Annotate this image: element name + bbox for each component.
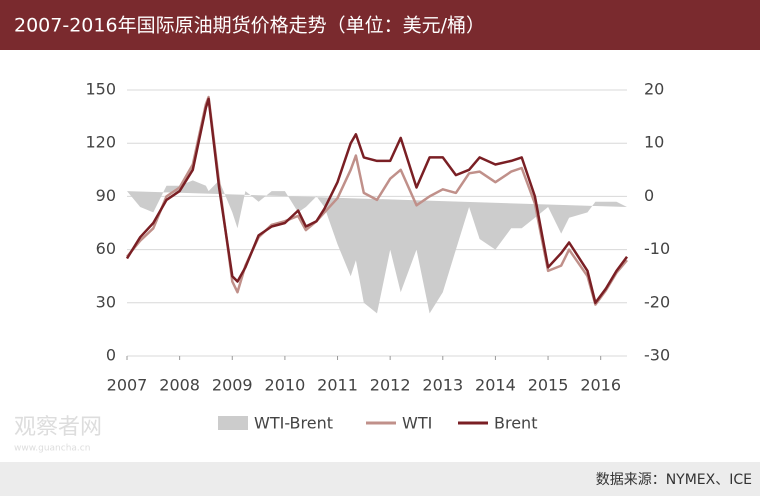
y-tick-label: 150 <box>85 80 116 99</box>
watermark: 观察者网 <box>14 415 102 440</box>
x-tick-label: 2015 <box>528 376 569 395</box>
source: 数据来源：NYMEX、ICE <box>596 472 752 488</box>
y2-tick-label: 0 <box>644 186 654 205</box>
x-tick-label: 2007 <box>107 376 148 395</box>
legend-label: WTI-Brent <box>254 414 333 433</box>
y2-tick-label: -20 <box>644 292 670 311</box>
y-tick-label: 0 <box>106 346 116 365</box>
y-tick-label: 60 <box>96 239 116 258</box>
x-tick-label: 2016 <box>580 376 621 395</box>
y-tick-label: 30 <box>96 292 116 311</box>
legend-swatch <box>218 416 248 430</box>
x-tick-label: 2012 <box>370 376 411 395</box>
x-tick-label: 2014 <box>475 376 516 395</box>
y2-tick-label: -30 <box>644 346 670 365</box>
footer-bar <box>0 462 760 496</box>
line <box>125 97 629 305</box>
y2-tick-label: 20 <box>644 80 664 99</box>
y-tick-label: 120 <box>85 133 116 152</box>
y-tick-label: 90 <box>96 186 116 205</box>
y2-tick-label: 10 <box>644 133 664 152</box>
legend-label: Brent <box>494 414 537 433</box>
legend-label: WTI <box>402 414 432 433</box>
x-tick-label: 2008 <box>159 376 200 395</box>
title-bar <box>0 0 760 50</box>
y2-tick-label: -10 <box>644 239 670 258</box>
x-tick-label: 2011 <box>317 376 358 395</box>
area <box>127 180 627 314</box>
x-tick-label: 2010 <box>265 376 306 395</box>
x-tick-label: 2009 <box>212 376 253 395</box>
watermark-url: www.guancha.cn <box>14 444 90 454</box>
x-tick-label: 2013 <box>422 376 463 395</box>
chart-title: 2007-2016年国际原油期货价格走势（单位：美元/桶） <box>14 15 485 37</box>
